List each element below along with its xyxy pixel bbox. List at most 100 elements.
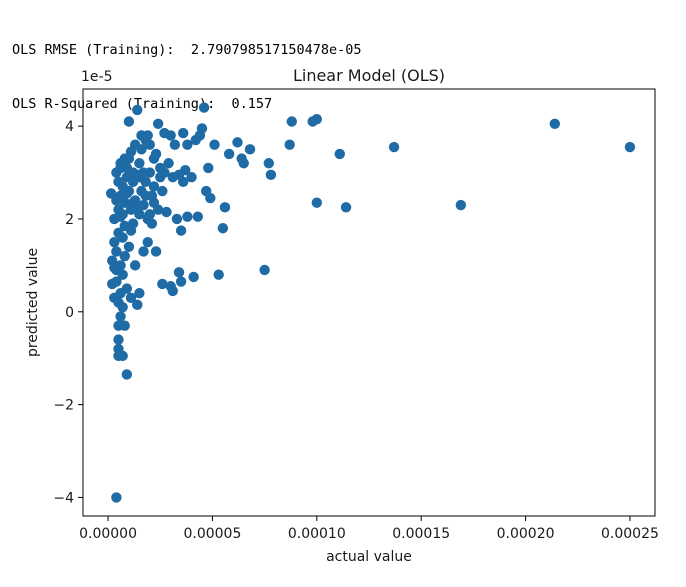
data-point: [123, 153, 135, 164]
y-tick-label: 0: [65, 305, 74, 321]
chart-title: Linear Model (OLS): [293, 66, 445, 85]
x-tick-label: 0.00010: [288, 526, 346, 542]
data-point: [117, 232, 128, 243]
data-point: [263, 158, 274, 169]
data-point: [123, 241, 135, 252]
x-tick-label: 0.00005: [183, 526, 241, 542]
data-point: [217, 223, 229, 234]
data-point: [132, 202, 143, 213]
data-point: [232, 137, 243, 148]
data-point: [171, 213, 183, 225]
y-tick-label: 4: [65, 119, 74, 135]
data-point: [178, 127, 189, 139]
data-point: [196, 123, 208, 134]
console-output: OLS RMSE (Training): 2.790798517150478e-…: [12, 5, 362, 131]
data-point: [198, 102, 210, 113]
data-point: [259, 264, 270, 276]
data-point: [152, 118, 164, 130]
data-point: [119, 250, 130, 262]
r-squared-label: OLS R-Squared (Training):: [12, 96, 216, 112]
data-point: [140, 190, 151, 201]
data-point: [388, 141, 400, 153]
data-point: [117, 269, 128, 280]
data-point: [134, 158, 145, 169]
data-point: [123, 116, 135, 127]
data-point: [138, 167, 149, 178]
data-point: [182, 139, 193, 150]
data-point: [203, 162, 214, 174]
data-point: [165, 130, 176, 141]
rmse-line: OLS RMSE (Training): 2.790798517150478e-…: [12, 41, 362, 59]
data-point: [132, 104, 143, 116]
data-point: [111, 246, 122, 257]
r-squared-line: OLS R-Squared (Training): 0.157: [12, 95, 362, 113]
data-point: [134, 288, 145, 299]
data-point: [142, 130, 153, 141]
data-point: [109, 262, 120, 273]
data-point: [549, 118, 560, 130]
data-point: [186, 171, 197, 183]
data-point: [148, 197, 160, 208]
data-point: [178, 176, 189, 188]
data-point: [175, 225, 187, 236]
y-axis-label: predicted value: [25, 248, 41, 357]
data-point: [117, 301, 128, 313]
y-tick-label: −4: [53, 490, 74, 506]
data-point: [167, 285, 178, 297]
data-point: [150, 148, 162, 160]
x-tick-label: 0.00020: [497, 526, 555, 542]
data-point: [284, 139, 295, 150]
data-point: [111, 276, 122, 287]
data-point: [161, 206, 172, 218]
data-point: [157, 278, 168, 290]
data-point: [146, 218, 158, 229]
x-axis-label: actual value: [326, 549, 412, 565]
data-point: [136, 144, 147, 155]
data-point: [115, 211, 126, 222]
data-point: [121, 369, 133, 380]
data-point: [205, 192, 216, 204]
data-point: [175, 276, 187, 287]
x-tick-label: 0.00015: [392, 526, 450, 542]
data-point: [182, 211, 193, 222]
data-point: [173, 267, 185, 278]
data-point: [125, 292, 137, 304]
x-axis: 0.00000 0.00005 0.00010 0.00015 0.00020 0.000…: [79, 516, 659, 542]
data-point: [209, 139, 220, 150]
y-tick-label: 2: [65, 212, 74, 228]
data-point: [148, 181, 160, 192]
data-point: [265, 169, 277, 181]
data-point: [219, 202, 231, 213]
data-point: [238, 158, 249, 169]
data-point: [117, 350, 128, 362]
data-point: [129, 260, 141, 271]
data-point: [109, 236, 120, 248]
data-point: [113, 334, 124, 345]
data-point: [624, 141, 636, 153]
plot-frame: [82, 88, 656, 517]
x-tick-label: 0.00000: [79, 526, 137, 542]
r-squared-value: 0.157: [231, 96, 273, 112]
y-tick-label: −2: [53, 398, 74, 414]
data-point: [159, 167, 170, 178]
data-point: [157, 185, 168, 197]
data-point: [455, 199, 467, 211]
data-point: [121, 283, 133, 294]
data-point: [334, 148, 345, 160]
data-point: [132, 299, 143, 311]
data-point: [150, 246, 162, 257]
data-point: [213, 269, 224, 280]
x-tick-label: 0.00025: [601, 526, 659, 542]
data-point: [119, 320, 130, 331]
data-point: [115, 311, 126, 322]
y-offset-label: 1e-5: [81, 69, 112, 85]
data-point: [144, 139, 155, 150]
data-point: [121, 188, 133, 199]
data-point: [192, 211, 204, 222]
data-point: [311, 197, 323, 208]
data-point: [311, 113, 323, 125]
data-point: [180, 165, 191, 176]
rmse-label: OLS RMSE (Training):: [12, 42, 175, 58]
data-point: [142, 236, 153, 248]
rmse-value: 2.790798517150478e-05: [190, 42, 362, 58]
